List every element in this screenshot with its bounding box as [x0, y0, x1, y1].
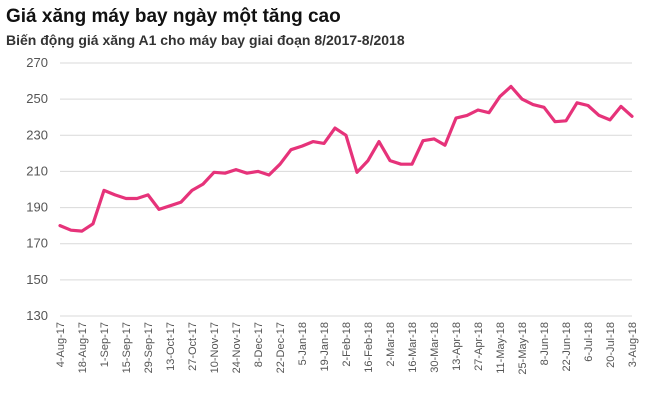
- x-tick-label: 27-Apr-18: [473, 322, 485, 371]
- data-point: [168, 204, 172, 207]
- y-tick-label: 190: [26, 200, 48, 215]
- x-tick-label: 20-Jul-18: [605, 322, 617, 368]
- data-point: [531, 103, 535, 106]
- x-tick-label: 2-Mar-18: [385, 322, 397, 367]
- x-tick-label: 1-Sep-17: [99, 322, 111, 367]
- data-point: [520, 97, 524, 101]
- data-point: [487, 111, 491, 114]
- data-point: [58, 224, 62, 227]
- x-tick-label: 2-Feb-18: [341, 322, 353, 367]
- chart-subtitle: Biến động giá xăng A1 cho máy bay giai đ…: [6, 32, 405, 48]
- x-tick-label: 24-Nov-17: [231, 322, 243, 373]
- data-point: [234, 168, 238, 171]
- y-tick-label: 210: [26, 163, 48, 178]
- data-point: [443, 144, 447, 147]
- data-point: [575, 101, 579, 104]
- y-tick-label: 170: [26, 236, 48, 251]
- x-tick-label: 19-Jan-18: [319, 322, 331, 372]
- x-tick-label: 22-Jun-18: [561, 322, 573, 372]
- data-point: [630, 115, 634, 118]
- data-point: [190, 189, 194, 192]
- data-point: [509, 85, 513, 88]
- data-point: [476, 108, 480, 112]
- x-tick-label: 27-Oct-17: [187, 322, 199, 371]
- x-tick-label: 15-Sep-17: [121, 322, 133, 373]
- data-point: [454, 116, 458, 120]
- x-tick-label: 10-Nov-17: [209, 322, 221, 373]
- x-tick-label: 11-May-18: [495, 322, 507, 374]
- data-point: [498, 95, 502, 98]
- data-point: [300, 144, 304, 148]
- data-point: [179, 200, 183, 204]
- y-tick-label: 250: [26, 91, 48, 106]
- x-tick-label: 8-Jun-18: [539, 322, 551, 365]
- y-axis: 130 150 170 190 210 230 250 270: [26, 55, 48, 323]
- data-point: [542, 106, 546, 109]
- x-tick-label: 16-Feb-18: [363, 322, 375, 373]
- data-point: [102, 189, 106, 192]
- x-tick-label: 22-Dec-17: [275, 322, 287, 373]
- data-point: [91, 222, 95, 226]
- x-tick-label: 29-Sep-17: [143, 322, 155, 373]
- data-point: [201, 182, 205, 186]
- data-point: [586, 104, 590, 107]
- x-tick-label: 30-Mar-18: [429, 322, 441, 373]
- data-point: [322, 142, 326, 145]
- data-point: [432, 137, 436, 141]
- data-point: [212, 171, 216, 174]
- data-point: [256, 170, 260, 173]
- data-point: [157, 208, 161, 211]
- y-tick-label: 270: [26, 55, 48, 70]
- data-point: [278, 163, 282, 166]
- data-point: [377, 140, 381, 143]
- data-point: [608, 118, 612, 122]
- data-point: [223, 172, 227, 175]
- series-layer: [58, 84, 634, 233]
- data-point: [80, 229, 84, 233]
- data-point: [421, 139, 425, 142]
- x-tick-label: 13-Apr-18: [451, 322, 463, 371]
- data-point: [410, 163, 414, 166]
- x-tick-label: 4-Aug-17: [55, 322, 67, 367]
- data-point: [564, 119, 568, 123]
- data-point: [597, 114, 601, 117]
- data-point: [399, 163, 403, 166]
- data-point: [465, 114, 469, 117]
- grid-layer: [60, 62, 632, 317]
- x-tick-label: 3-Aug-18: [627, 322, 639, 367]
- x-tick-label: 25-May-18: [517, 322, 529, 375]
- x-tick-label: 5-Jan-18: [297, 322, 309, 365]
- y-tick-label: 230: [26, 127, 48, 142]
- chart-title: Giá xăng máy bay ngày một tăng cao: [6, 6, 341, 27]
- data-point: [135, 197, 139, 200]
- series-line: [58, 84, 634, 233]
- x-tick-label: 8-Dec-17: [253, 322, 265, 367]
- data-point: [69, 228, 73, 232]
- data-point: [113, 193, 117, 197]
- data-point: [267, 173, 271, 177]
- data-point: [366, 159, 370, 162]
- data-point: [355, 171, 359, 174]
- data-point: [553, 120, 557, 123]
- data-point: [146, 193, 150, 197]
- x-tick-label: 13-Oct-17: [165, 322, 177, 371]
- data-point: [289, 148, 293, 151]
- data-point: [619, 105, 623, 108]
- data-point: [124, 197, 128, 200]
- x-tick-label: 18-Aug-17: [77, 322, 89, 373]
- x-tick-label: 6-Jul-18: [583, 322, 595, 362]
- data-point: [344, 134, 348, 137]
- x-axis: 4-Aug-17 18-Aug-17 1-Sep-17 15-Sep-17 29-Sep…: [55, 322, 639, 375]
- data-point: [333, 126, 337, 130]
- y-tick-label: 130: [26, 308, 48, 323]
- data-point: [311, 140, 315, 143]
- x-tick-label: 16-Mar-18: [407, 322, 419, 373]
- data-point: [245, 172, 249, 175]
- y-tick-label: 150: [26, 272, 48, 287]
- data-point: [388, 159, 392, 162]
